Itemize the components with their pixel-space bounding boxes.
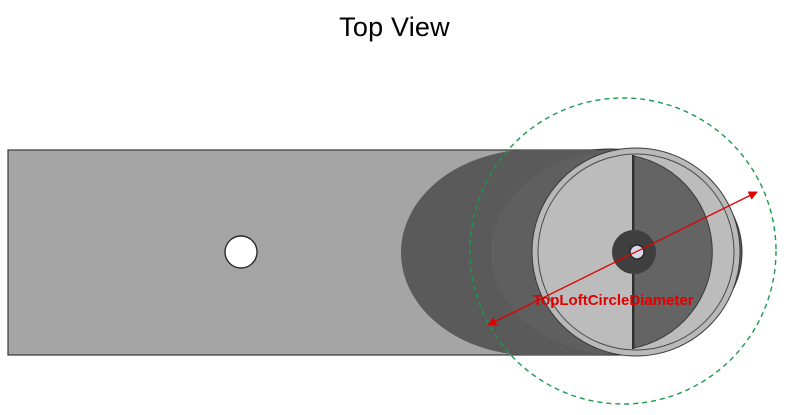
diameter-dimension-label: TopLoftCircleDiameter bbox=[533, 292, 694, 309]
top-loft-reference-circle bbox=[469, 97, 777, 405]
view-title: Top View bbox=[339, 12, 450, 42]
bar-hole bbox=[224, 235, 258, 269]
hub-shadow-face bbox=[400, 150, 610, 355]
diameter-dimension-line bbox=[487, 191, 758, 326]
